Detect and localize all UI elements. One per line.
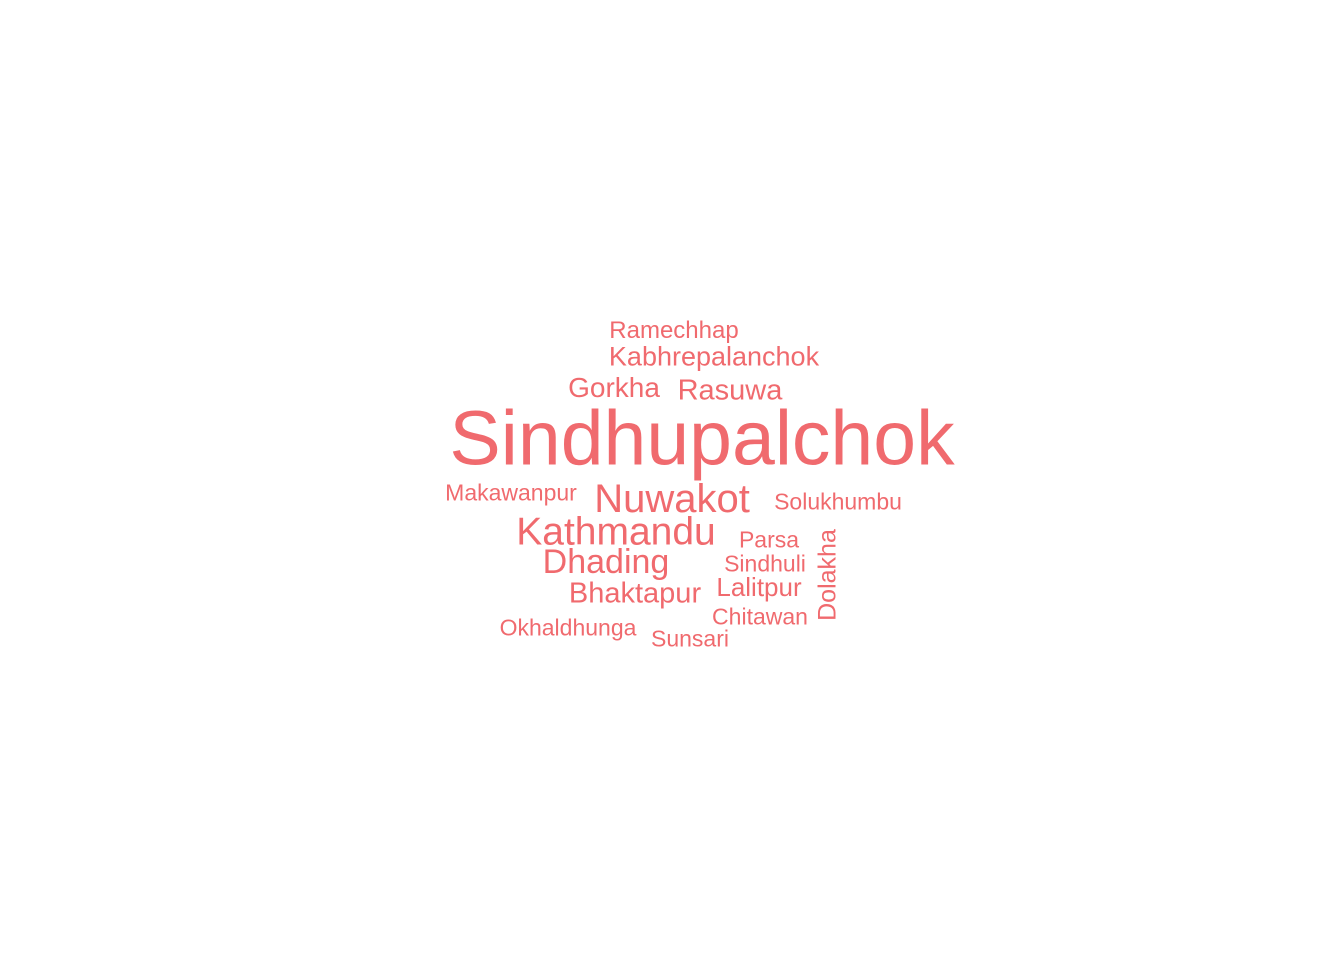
word-solukhumbu: Solukhumbu <box>774 488 902 515</box>
word-ramechhap: Ramechhap <box>609 317 739 344</box>
word-lalitpur: Lalitpur <box>716 572 802 602</box>
word-sindhuli: Sindhuli <box>724 550 806 577</box>
word-nuwakot: Nuwakot <box>594 477 750 521</box>
word-chitawan: Chitawan <box>712 603 808 630</box>
word-kabhrepalanchok: Kabhrepalanchok <box>608 341 820 372</box>
word-sunsari: Sunsari <box>651 625 729 652</box>
word-makawanpur: Makawanpur <box>445 479 577 506</box>
word-bhaktapur: Bhaktapur <box>568 577 702 610</box>
word-rasuwa: Rasuwa <box>677 374 783 407</box>
word-dhading: Dhading <box>542 543 670 581</box>
word-parsa: Parsa <box>738 526 800 553</box>
word-gorkha: Gorkha <box>568 372 660 403</box>
word-kathmandu: Kathmandu <box>516 510 716 554</box>
word-sindhupalchok: Sindhupalchok <box>449 395 955 482</box>
word-okhaldhunga: Okhaldhunga <box>499 614 637 641</box>
word-dolakha: Dolakha <box>813 529 842 621</box>
